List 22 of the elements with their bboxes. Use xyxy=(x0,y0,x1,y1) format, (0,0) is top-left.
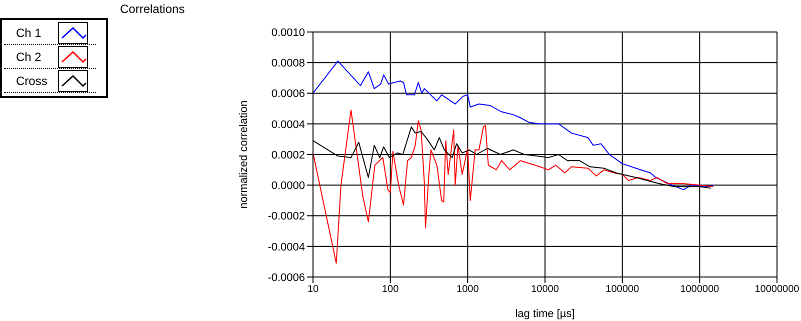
y-tick-label: 0.0010 xyxy=(271,26,305,39)
y-tick-label: 0.0004 xyxy=(271,118,305,131)
text: Correlations xyxy=(120,2,185,16)
y-tick-label: -0.0002 xyxy=(268,210,305,223)
x-tick-label: 1000 xyxy=(456,284,480,296)
y-tick-label: -0.0006 xyxy=(268,272,305,284)
y-tick-label: -0.0004 xyxy=(268,241,305,254)
x-tick-label: 100000 xyxy=(606,284,640,296)
y-tick-label: 0.0006 xyxy=(271,88,305,100)
x-tick-label: 10 xyxy=(307,284,319,296)
x-tick-label: 100 xyxy=(382,284,400,296)
x-tick-label: 10000 xyxy=(531,284,560,296)
y-axis-title: normalized correlation xyxy=(238,100,250,209)
x-tick-label: 10000000 xyxy=(754,284,800,296)
x-tick-label: 1000000 xyxy=(680,284,720,296)
x-axis-title: lag time [µs] xyxy=(515,308,575,320)
y-tick-label: 0.0000 xyxy=(271,180,305,192)
y-tick-label: 0.0002 xyxy=(271,149,305,162)
legend-label: Ch 2 xyxy=(15,50,42,64)
y-tick-label: 0.0008 xyxy=(271,58,305,70)
legend-label: Ch 1 xyxy=(15,26,42,40)
legend-label: Cross xyxy=(15,74,48,88)
